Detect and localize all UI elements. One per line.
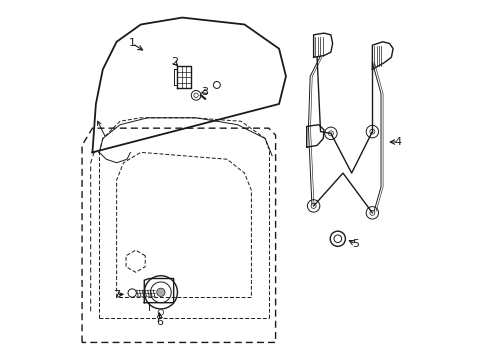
Text: 5: 5 bbox=[351, 239, 359, 249]
Circle shape bbox=[366, 207, 378, 219]
Text: 7: 7 bbox=[113, 290, 120, 300]
Text: 3: 3 bbox=[201, 87, 208, 97]
Circle shape bbox=[328, 131, 333, 136]
Circle shape bbox=[191, 90, 201, 100]
Circle shape bbox=[194, 93, 198, 98]
Text: 2: 2 bbox=[171, 58, 178, 67]
Circle shape bbox=[307, 200, 319, 212]
Circle shape bbox=[310, 203, 315, 208]
Circle shape bbox=[158, 310, 163, 315]
Circle shape bbox=[128, 289, 136, 297]
Circle shape bbox=[324, 127, 336, 140]
Circle shape bbox=[329, 231, 345, 246]
Circle shape bbox=[369, 129, 374, 134]
Circle shape bbox=[156, 288, 164, 297]
Circle shape bbox=[150, 282, 171, 303]
Text: 1: 1 bbox=[128, 39, 135, 49]
Text: 6: 6 bbox=[156, 317, 163, 327]
Circle shape bbox=[369, 210, 374, 215]
Circle shape bbox=[366, 125, 378, 138]
Text: 4: 4 bbox=[394, 137, 401, 147]
Circle shape bbox=[333, 235, 341, 243]
Circle shape bbox=[144, 276, 177, 309]
